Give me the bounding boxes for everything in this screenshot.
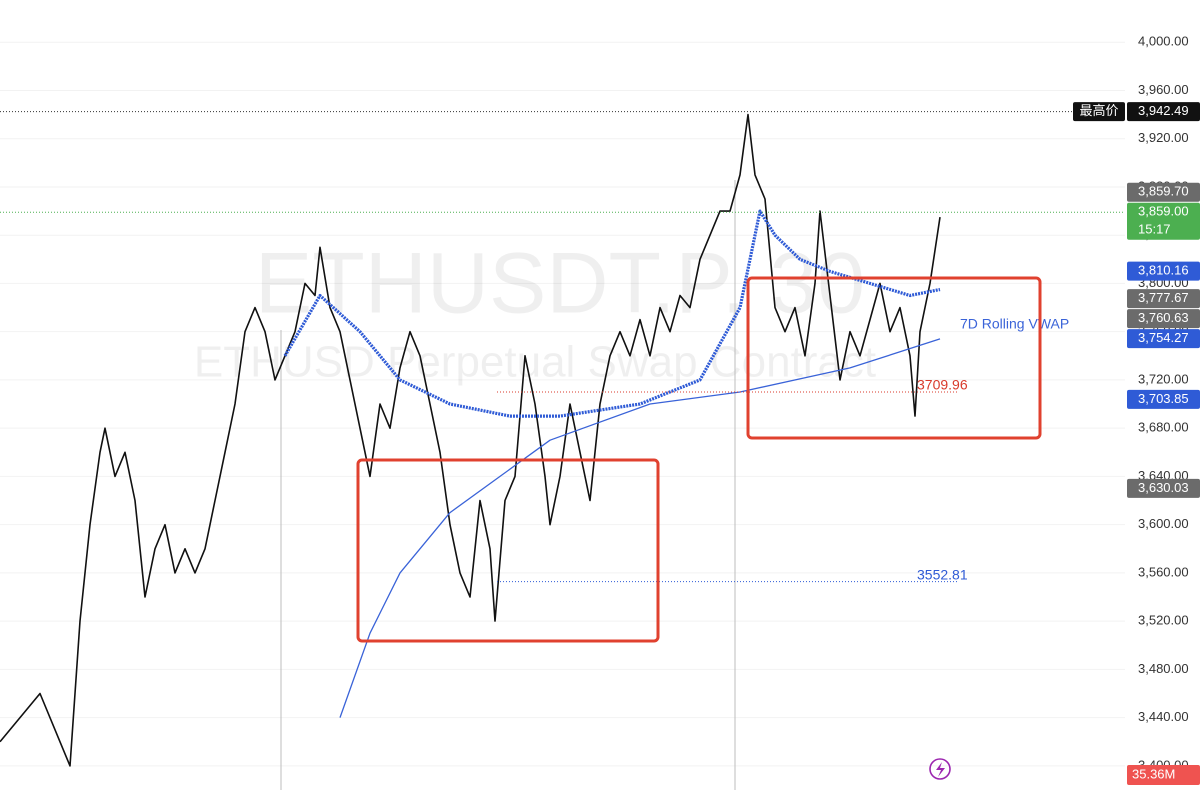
price-badge-label: 3,859.70 [1138,184,1189,199]
price-line [283,209,941,418]
high-tag-bg [1073,102,1125,122]
y-tick-label: 3,440.00 [1138,709,1189,724]
price-badge [1127,182,1200,202]
volume-label: 35.36M [1132,766,1175,781]
price-badge [1127,389,1200,409]
y-tick-label: 3,960.00 [1138,82,1189,97]
price-badge-label: 3,777.67 [1138,290,1189,305]
y-tick-label: 3,520.00 [1138,613,1189,628]
price-badge-label: 3,810.16 [1138,263,1189,278]
price-line [0,113,941,767]
price-badge [1127,261,1200,281]
price-badge [1127,289,1200,309]
series-label: 7D Rolling VWAP [960,316,1069,332]
price-badge-label: 3,703.85 [1138,391,1189,406]
flash-icon[interactable] [929,758,951,780]
flash-bolt [936,762,945,777]
price-badge-label: 3,859.00 [1138,204,1189,219]
price-badge-label: 3,760.63 [1138,310,1189,325]
grid [0,41,1125,767]
annotation-label: 3709.96 [917,377,968,393]
annotation-label: 3552.81 [917,566,968,582]
watermark-description: ETHUSD Perpetual Swap Contract [194,338,876,387]
watermark: ETHUSDT.P, 30 ETHUSD Perpetual Swap Contr… [194,236,876,387]
price-badge [1127,478,1200,498]
y-tick-label: 3,920.00 [1138,130,1189,145]
price-line [339,338,941,718]
countdown: 15:17 [1138,222,1171,237]
y-tick-label: 3,560.00 [1138,564,1189,579]
y-tick-label: 3,480.00 [1138,661,1189,676]
y-tick-label: 3,600.00 [1138,516,1189,531]
price-badge [1127,329,1200,349]
watermark-symbol: ETHUSDT.P, 30 [255,236,865,332]
price-badge-label: 3,630.03 [1138,480,1189,495]
y-tick-label: 4,000.00 [1138,34,1189,49]
y-tick-label: 3,720.00 [1138,371,1189,386]
highlight-box [746,276,1042,440]
price-badge [1127,102,1200,122]
volume-badge [1127,765,1200,785]
highlight-box [356,458,660,643]
price-badge [1127,309,1200,329]
y-tick-label: 3,680.00 [1138,420,1189,435]
price-badge-label: 3,754.27 [1138,330,1189,345]
plot: 7D Rolling VWAP 3709.96 3552.81 [0,111,1125,767]
price-badge-label: 3,942.49 [1138,103,1189,118]
price-axis: 4,000.003,960.003,920.003,880.003,840.00… [1073,34,1200,785]
price-badge [1127,202,1200,240]
high-tag: 最高价 [1079,103,1118,118]
